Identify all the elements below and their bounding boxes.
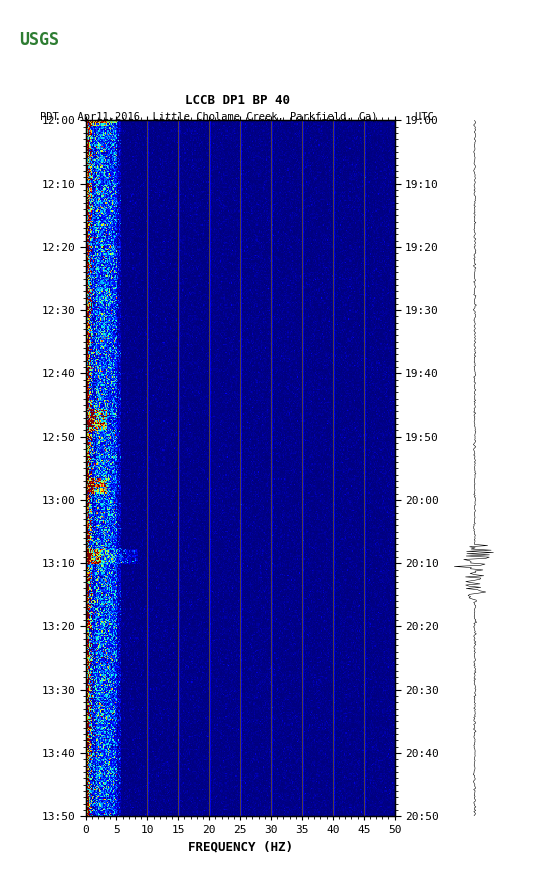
Text: USGS: USGS xyxy=(19,31,59,49)
Text: PDT   Apr11,2016  Little Cholame Creek, Parkfield, Ca)      UTC: PDT Apr11,2016 Little Cholame Creek, Par… xyxy=(40,112,434,121)
Text: LCCB DP1 BP 40: LCCB DP1 BP 40 xyxy=(185,94,290,107)
X-axis label: FREQUENCY (HZ): FREQUENCY (HZ) xyxy=(188,841,293,854)
